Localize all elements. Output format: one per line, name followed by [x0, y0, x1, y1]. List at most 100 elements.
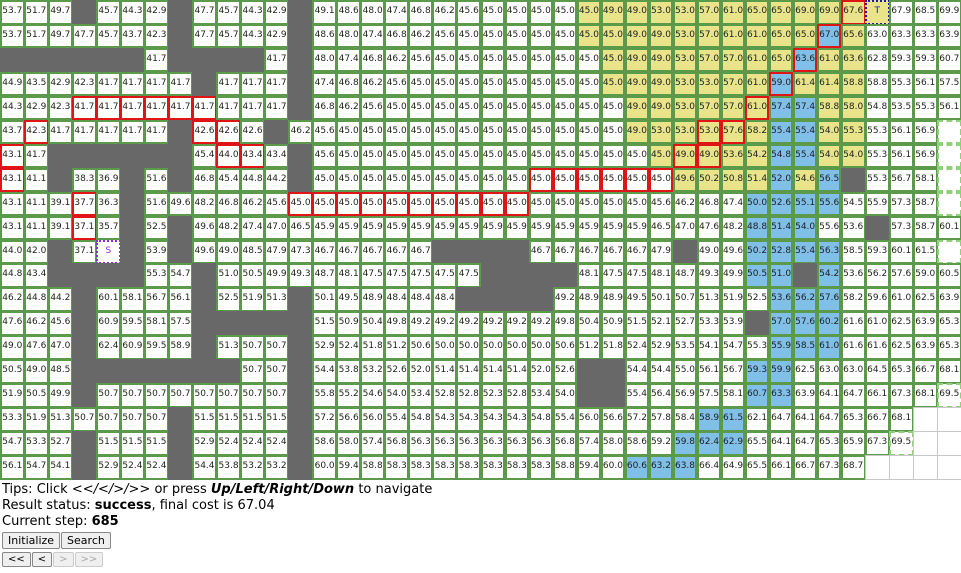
grid-cell: 49.9 [48, 383, 73, 408]
grid-cell: 53.0 [696, 71, 722, 97]
grid-cell: 45.0 [576, 191, 602, 217]
grid-cell: 43.7 [0, 119, 25, 145]
grid-cell: 57.0 [696, 95, 722, 121]
grid-cell: 49.0 [648, 71, 674, 97]
grid-cell: 52.6 [384, 359, 410, 384]
grid-cell: 63.9 [912, 335, 938, 360]
grid-cell: 47.7 [192, 0, 217, 25]
grid-cell: 45.0 [528, 119, 554, 145]
next-step-button[interactable]: > [53, 552, 74, 567]
grid-cell: 46.2 [240, 191, 265, 217]
grid-cell: 58.8 [552, 455, 578, 480]
grid-cell: 41.7 [240, 71, 265, 97]
grid-cell: 52.4 [216, 431, 241, 456]
grid-cell: 53.0 [672, 71, 698, 97]
wall-cell [72, 0, 97, 25]
grid-cell: 56.8 [552, 431, 578, 456]
grid-cell: 52.8 [432, 383, 458, 408]
unexplored-cell [912, 407, 938, 432]
grid-cell: 49.0 [648, 23, 674, 49]
grid-cell: 43.1 [0, 167, 25, 193]
grid-cell: 46.2 [0, 287, 25, 312]
grid-cell: 55.3 [888, 71, 914, 97]
grid-cell: 46.7 [360, 239, 385, 265]
grid-cell: 59.5 [144, 335, 169, 360]
grid-cell: 54.8 [864, 95, 890, 121]
grid-cell: 58.8 [360, 455, 385, 480]
grid-cell: 48.4 [408, 287, 434, 312]
grid-cell: 56.3 [456, 431, 482, 456]
grid-cell: 58.3 [504, 455, 530, 480]
tips-nav-symbols: <</</>/>> [71, 482, 151, 497]
grid-cell: 56.1 [168, 287, 193, 312]
grid-cell: 45.0 [552, 0, 578, 25]
wall-cell [168, 359, 193, 384]
grid-cell: 53.9 [144, 239, 169, 265]
grid-cell: 51.8 [360, 335, 385, 360]
grid-cell: 54.4 [192, 455, 217, 480]
grid-cell: 57.6 [816, 287, 842, 312]
grid-cell: 51.4 [480, 359, 506, 384]
grid-cell: 48.1 [336, 263, 361, 288]
grid-cell: 57.6 [720, 119, 746, 145]
grid-cell: 45.0 [408, 95, 434, 121]
grid-cell: 48.0 [336, 23, 361, 49]
grid-cell: 46.7 [336, 239, 361, 265]
grid-cell: 51.6 [144, 167, 169, 193]
grid-cell: 45.4 [216, 167, 241, 193]
grid-cell: 54.1 [696, 335, 722, 360]
wall-cell [240, 47, 265, 73]
grid-cell: 56.1 [696, 359, 722, 384]
grid-cell: 51.5 [240, 407, 265, 432]
grid-cell: 65.3 [840, 407, 866, 432]
grid-cell: 46.5 [288, 215, 313, 241]
grid-cell: 58.2 [840, 287, 866, 312]
grid-cell: 48.9 [576, 287, 602, 312]
last-step-button[interactable]: >> [74, 552, 104, 567]
grid-cell: 45.9 [504, 215, 530, 241]
grid-cell: 62.5 [888, 311, 914, 336]
grid-cell: 65.5 [744, 431, 770, 456]
grid-cell: 53.8 [336, 359, 361, 384]
grid-cell: 58.0 [336, 431, 361, 456]
wall-cell [168, 215, 193, 241]
grid-cell: 56.8 [384, 431, 410, 456]
wall-cell [72, 47, 97, 73]
first-step-button[interactable]: << [2, 552, 31, 567]
wall-cell [552, 263, 578, 288]
grid-cell: 50.7 [120, 383, 145, 408]
grid-cell: 47.6 [0, 311, 25, 336]
grid-cell: 50.5 [744, 263, 770, 288]
grid-cell: 63.0 [840, 359, 866, 384]
grid-cell: 45.0 [504, 23, 530, 49]
grid-cell: 41.7 [96, 71, 121, 97]
grid-cell: 58.7 [912, 191, 938, 217]
wall-cell [672, 239, 698, 265]
grid-cell: 44.3 [0, 95, 25, 121]
grid-cell: 53.8 [216, 455, 241, 480]
grid-cell: 57.0 [696, 47, 722, 73]
grid-cell: 50.0 [456, 335, 482, 360]
grid-cell: 45.6 [384, 71, 410, 97]
search-button[interactable]: Search [61, 532, 111, 549]
grid-cell: 46.8 [216, 191, 241, 217]
grid-cell: 45.0 [504, 119, 530, 145]
grid-cell: 63.9 [936, 23, 961, 49]
grid-cell: 51.5 [144, 431, 169, 456]
grid-cell: 51.4 [432, 359, 458, 384]
wall-cell [144, 143, 169, 169]
grid-cell: 45.9 [552, 215, 578, 241]
wall-cell [168, 167, 193, 193]
grid-cell: 56.6 [600, 407, 626, 432]
prev-step-button[interactable]: < [31, 552, 53, 567]
grid-cell: 61.0 [888, 287, 914, 312]
grid-cell: 45.7 [96, 0, 121, 25]
grid-cell: 45.0 [336, 167, 361, 193]
grid-cell: 47.5 [456, 263, 482, 288]
action-buttons: Initialize Search [2, 532, 432, 550]
grid-cell: 41.7 [192, 95, 217, 121]
grid-cell: 45.9 [336, 215, 361, 241]
grid-cell: 44.2 [264, 167, 289, 193]
grid-cell: 49.0 [624, 23, 650, 49]
initialize-button[interactable]: Initialize [2, 532, 61, 549]
